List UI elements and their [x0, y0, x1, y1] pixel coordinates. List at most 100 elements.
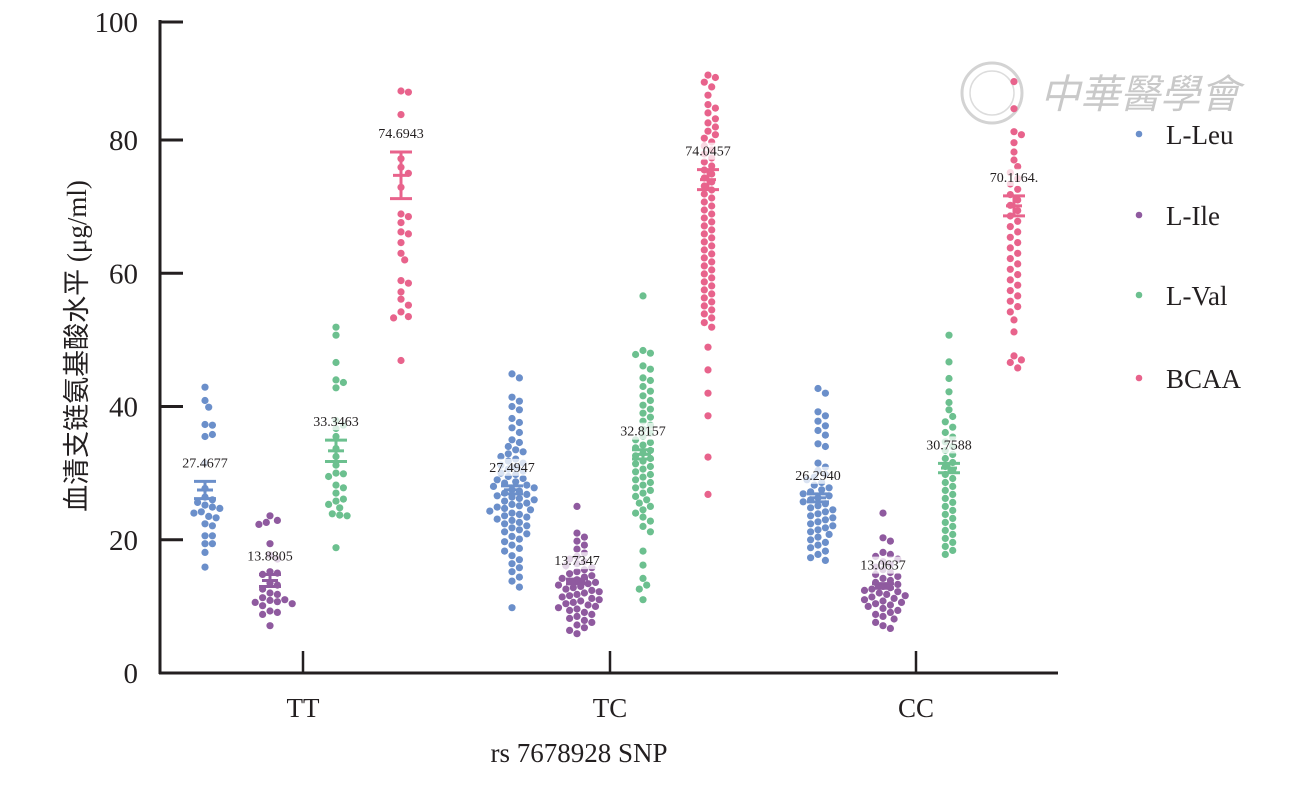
data-point — [945, 358, 953, 366]
data-point — [501, 497, 509, 505]
data-point — [515, 583, 524, 591]
data-point — [708, 170, 716, 178]
data-point — [1010, 316, 1018, 324]
legend-label: L-Leu — [1166, 120, 1234, 150]
mean-label-bg — [545, 552, 609, 570]
data-point — [1006, 297, 1014, 305]
y-tick-label: 60 — [109, 258, 138, 290]
data-point — [401, 256, 409, 264]
data-point — [639, 465, 647, 473]
data-point — [201, 540, 209, 548]
data-point — [704, 453, 712, 461]
data-point — [639, 506, 647, 514]
data-point — [945, 374, 953, 383]
data-point — [704, 366, 712, 374]
data-point — [558, 593, 566, 601]
data-point — [632, 460, 640, 468]
data-point — [397, 288, 405, 296]
watermark-logo-icon — [960, 61, 1024, 125]
data-point — [890, 594, 898, 603]
data-point — [711, 131, 720, 139]
data-point — [704, 119, 712, 127]
data-point — [700, 286, 708, 294]
data-point — [573, 545, 581, 553]
data-point — [704, 389, 712, 397]
data-point — [708, 250, 716, 258]
data-point — [1006, 265, 1014, 273]
data-point — [700, 270, 708, 278]
data-point — [949, 546, 957, 555]
data-point — [700, 310, 708, 318]
data-point — [190, 509, 198, 517]
data-point — [646, 486, 655, 494]
data-point — [894, 588, 902, 596]
data-point — [325, 500, 333, 508]
data-point — [404, 301, 412, 309]
data-point — [708, 83, 716, 91]
data-point — [1014, 260, 1022, 268]
data-point — [515, 535, 524, 543]
data-point — [708, 282, 716, 290]
data-point — [566, 592, 574, 600]
data-point — [711, 123, 720, 131]
data-point — [1014, 217, 1022, 225]
data-point — [821, 547, 830, 555]
data-point — [332, 432, 340, 441]
mean-label: 32.8157 — [620, 425, 666, 440]
data-point — [700, 222, 708, 230]
data-point — [879, 597, 887, 605]
data-point — [708, 202, 716, 210]
data-point — [708, 234, 716, 242]
data-point — [515, 510, 524, 518]
data-point — [523, 522, 531, 530]
x-ticks: TT TC CC — [287, 651, 934, 723]
data-point — [897, 598, 906, 607]
data-point — [635, 499, 643, 507]
data-point — [515, 418, 524, 427]
data-point — [566, 570, 574, 578]
data-point — [501, 520, 509, 528]
data-point — [208, 430, 216, 439]
legend-item: L-Leu — [1135, 120, 1234, 150]
data-point — [814, 518, 822, 526]
data-point — [212, 514, 220, 522]
data-point — [1014, 228, 1022, 236]
mean-label: 26.2940 — [795, 469, 841, 484]
data-point — [259, 602, 267, 610]
data-point — [632, 492, 640, 500]
data-point — [208, 421, 216, 429]
data-point — [515, 544, 524, 553]
data-point — [799, 490, 807, 498]
mean-label: 27.4677 — [182, 456, 228, 471]
legend-item: BCAA — [1135, 364, 1242, 394]
data-point — [949, 530, 957, 539]
data-point — [508, 424, 516, 432]
data-point — [1006, 287, 1014, 295]
data-point — [573, 537, 581, 545]
data-point — [711, 73, 720, 82]
mean-label: 74.0457 — [685, 145, 731, 160]
data-point — [700, 238, 708, 246]
data-point — [700, 262, 708, 270]
data-point — [332, 481, 340, 489]
data-point — [700, 78, 708, 86]
data-point — [700, 319, 708, 327]
data-point — [512, 446, 520, 454]
data-point — [949, 522, 957, 531]
data-point — [404, 230, 412, 238]
data-point — [519, 448, 527, 456]
data-point — [886, 601, 895, 609]
data-point — [332, 384, 340, 392]
data-point — [708, 218, 716, 226]
data-point — [807, 544, 815, 552]
data-point — [493, 515, 501, 523]
data-point — [814, 502, 822, 510]
data-point — [493, 492, 501, 500]
data-point — [1017, 131, 1025, 139]
data-point — [508, 516, 516, 525]
data-point — [708, 162, 716, 170]
watermark: 中華醫學會 — [960, 61, 1245, 125]
data-point — [523, 490, 531, 498]
data-point — [1010, 148, 1018, 156]
data-point — [1010, 105, 1018, 113]
